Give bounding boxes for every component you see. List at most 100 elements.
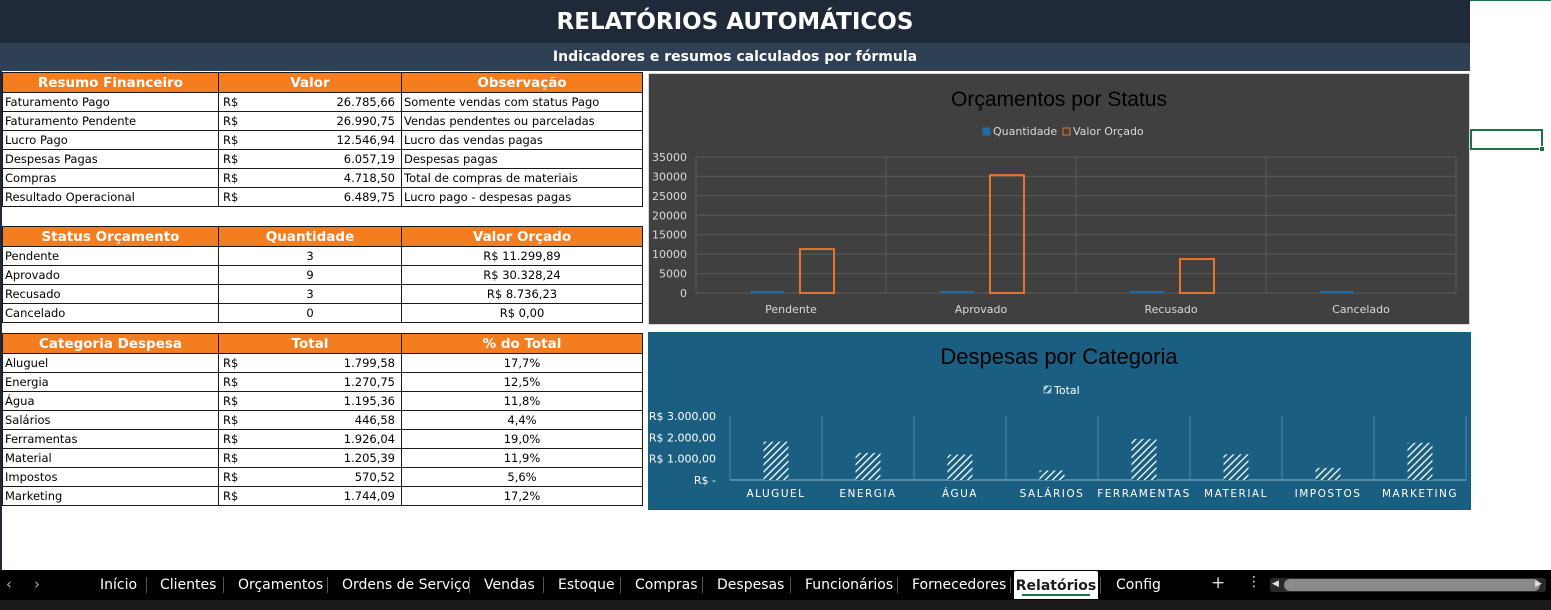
category-cell[interactable]: Salários xyxy=(2,410,219,430)
sheet-tab[interactable]: Ordens de Serviço xyxy=(342,570,470,600)
bar-valor-orcado[interactable] xyxy=(1179,258,1215,295)
bar-quantidade[interactable] xyxy=(750,291,784,293)
label-cell[interactable]: Despesas Pagas xyxy=(2,149,219,169)
bar-total[interactable] xyxy=(1315,467,1341,480)
status-cell[interactable]: Cancelado xyxy=(2,303,219,323)
column-header[interactable]: Valor xyxy=(218,72,402,93)
percent-cell[interactable]: 19,0% xyxy=(401,429,643,449)
bar-total[interactable] xyxy=(947,454,973,480)
scroll-left-icon[interactable]: ◀ xyxy=(1272,579,1279,589)
total-cell[interactable]: R$ 1.799,58 xyxy=(218,353,402,373)
value-cell[interactable]: R$ 11.299,89 xyxy=(401,246,643,266)
sheet-tab[interactable]: Compras xyxy=(635,570,698,600)
status-cell[interactable]: Aprovado xyxy=(2,265,219,285)
category-cell[interactable]: Aluguel xyxy=(2,353,219,373)
category-cell[interactable]: Ferramentas xyxy=(2,429,219,449)
chevron-right-icon[interactable]: › xyxy=(34,575,40,593)
category-cell[interactable]: Marketing xyxy=(2,486,219,506)
column-header[interactable]: Total xyxy=(218,333,402,354)
quantity-cell[interactable]: 0 xyxy=(218,303,402,323)
quantity-cell[interactable]: 3 xyxy=(218,246,402,266)
sheet-tab[interactable]: Orçamentos xyxy=(238,570,323,600)
note-cell[interactable]: Total de compras de materiais xyxy=(401,168,643,188)
total-cell[interactable]: R$ 1.744,09 xyxy=(218,486,402,506)
label-cell[interactable]: Faturamento Pago xyxy=(2,92,219,112)
bar-quantidade[interactable] xyxy=(1130,291,1164,293)
status-cell[interactable]: Pendente xyxy=(2,246,219,266)
total-cell[interactable]: R$ 1.270,75 xyxy=(218,372,402,392)
note-cell[interactable]: Lucro pago - despesas pagas xyxy=(401,187,643,207)
sheet-tab[interactable]: Início xyxy=(100,570,137,600)
note-cell[interactable]: Vendas pendentes ou parceladas xyxy=(401,111,643,131)
value-cell[interactable]: R$ 12.546,94 xyxy=(218,130,402,150)
sheet-tab[interactable]: Config xyxy=(1116,570,1161,600)
value-cell[interactable]: R$ 26.990,75 xyxy=(218,111,402,131)
chevron-left-icon[interactable]: ‹ xyxy=(6,575,12,593)
sheet-tab[interactable]: Relatórios xyxy=(1014,571,1098,599)
sheet-tab[interactable]: Estoque xyxy=(558,570,615,600)
bar-total[interactable] xyxy=(1131,438,1157,480)
column-header[interactable]: Valor Orçado xyxy=(401,226,643,247)
total-cell[interactable]: R$ 446,58 xyxy=(218,410,402,430)
total-cell[interactable]: R$ 570,52 xyxy=(218,467,402,487)
value-cell[interactable]: R$ 6.057,19 xyxy=(218,149,402,169)
bar-valor-orcado[interactable] xyxy=(989,174,1025,294)
quantity-cell[interactable]: 9 xyxy=(218,265,402,285)
scrollbar-thumb[interactable] xyxy=(1284,579,1540,591)
column-header[interactable]: % do Total xyxy=(401,333,643,354)
quantity-cell[interactable]: 3 xyxy=(218,284,402,304)
more-options-icon[interactable]: ⋮ xyxy=(1247,574,1261,590)
sheet-tab[interactable]: Funcionários xyxy=(805,570,893,600)
fill-handle[interactable] xyxy=(1539,146,1545,152)
percent-cell[interactable]: 17,2% xyxy=(401,486,643,506)
bar-total[interactable] xyxy=(1039,470,1065,480)
selected-cell[interactable] xyxy=(1470,129,1543,150)
value-cell[interactable]: R$ 0,00 xyxy=(401,303,643,323)
bar-total[interactable] xyxy=(763,441,789,480)
note-cell[interactable]: Despesas pagas xyxy=(401,149,643,169)
total-cell[interactable]: R$ 1.926,04 xyxy=(218,429,402,449)
total-cell[interactable]: R$ 1.205,39 xyxy=(218,448,402,468)
add-sheet-icon[interactable]: + xyxy=(1211,573,1226,593)
value-cell[interactable]: R$ 26.785,66 xyxy=(218,92,402,112)
value-cell[interactable]: R$ 4.718,50 xyxy=(218,168,402,188)
percent-cell[interactable]: 5,6% xyxy=(401,467,643,487)
column-header[interactable]: Quantidade xyxy=(218,226,402,247)
sheet-tab[interactable]: Despesas xyxy=(717,570,784,600)
despesas-chart[interactable]: Despesas por Categoria Total R$ - R$ 1.000,… xyxy=(648,332,1471,510)
column-header[interactable]: Status Orçamento xyxy=(2,226,219,247)
bar-total[interactable] xyxy=(1223,454,1249,480)
sheet-tab[interactable]: Fornecedores xyxy=(912,570,1006,600)
column-header[interactable]: Observação xyxy=(401,72,643,93)
percent-cell[interactable]: 11,8% xyxy=(401,391,643,411)
bar-total[interactable] xyxy=(855,452,881,480)
category-cell[interactable]: Impostos xyxy=(2,467,219,487)
percent-cell[interactable]: 12,5% xyxy=(401,372,643,392)
label-cell[interactable]: Compras xyxy=(2,168,219,188)
value-cell[interactable]: R$ 30.328,24 xyxy=(401,265,643,285)
bar-total[interactable] xyxy=(1407,442,1433,480)
percent-cell[interactable]: 11,9% xyxy=(401,448,643,468)
sheet-tab[interactable]: Clientes xyxy=(160,570,216,600)
sheet-tab[interactable]: Vendas xyxy=(484,570,535,600)
category-cell[interactable]: Energia xyxy=(2,372,219,392)
category-cell[interactable]: Material xyxy=(2,448,219,468)
note-cell[interactable]: Lucro das vendas pagas xyxy=(401,130,643,150)
category-cell[interactable]: Água xyxy=(2,391,219,411)
percent-cell[interactable]: 4,4% xyxy=(401,410,643,430)
column-header[interactable]: Resumo Financeiro xyxy=(2,72,219,93)
label-cell[interactable]: Lucro Pago xyxy=(2,130,219,150)
note-cell[interactable]: Somente vendas com status Pago xyxy=(401,92,643,112)
orcamentos-chart[interactable]: Orçamentos por Status Quantidade Valor Orç… xyxy=(648,73,1470,325)
bar-valor-orcado[interactable] xyxy=(799,248,835,294)
label-cell[interactable]: Resultado Operacional xyxy=(2,187,219,207)
total-cell[interactable]: R$ 1.195,36 xyxy=(218,391,402,411)
label-cell[interactable]: Faturamento Pendente xyxy=(2,111,219,131)
percent-cell[interactable]: 17,7% xyxy=(401,353,643,373)
scroll-right-icon[interactable]: ▶ xyxy=(1535,579,1542,589)
column-header[interactable]: Categoria Despesa xyxy=(2,333,219,354)
bar-quantidade[interactable] xyxy=(1320,291,1354,293)
status-cell[interactable]: Recusado xyxy=(2,284,219,304)
value-cell[interactable]: R$ 6.489,75 xyxy=(218,187,402,207)
value-cell[interactable]: R$ 8.736,23 xyxy=(401,284,643,304)
